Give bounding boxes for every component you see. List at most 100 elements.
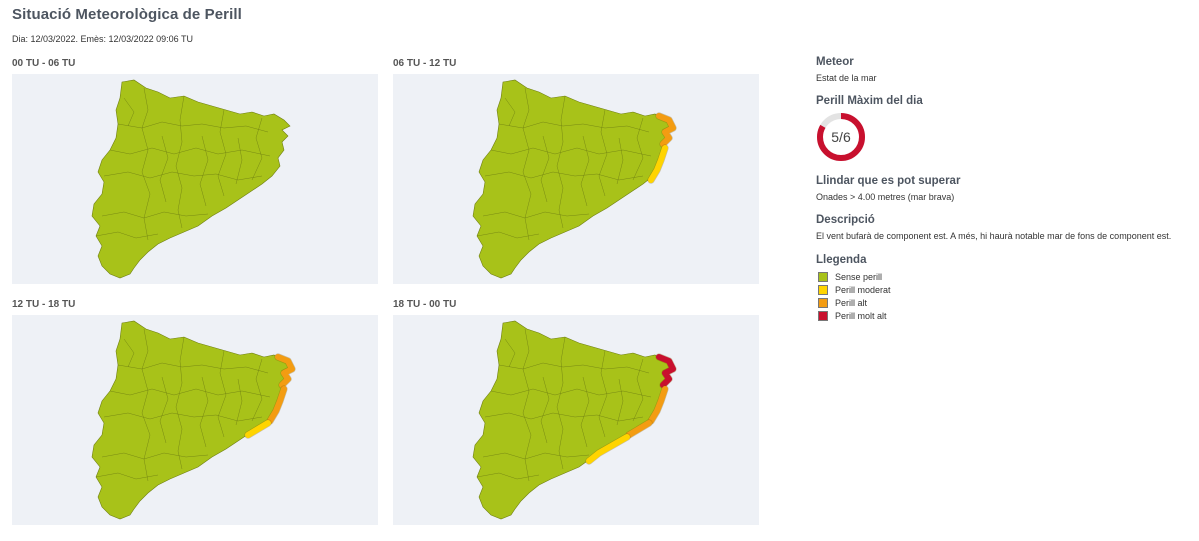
comarca-border-line [123, 97, 135, 127]
coast-warning-mid-coast[interactable] [648, 145, 668, 183]
comarca-border-line [141, 328, 151, 482]
coast-warning-low-coast[interactable] [626, 420, 652, 438]
comarca-border-line [117, 121, 269, 133]
description-value: El vent bufarà de component est. A més, … [816, 231, 1172, 241]
map-label-4: 18 TU - 00 TU [393, 299, 457, 310]
coast-warning-low-coast[interactable] [245, 420, 271, 438]
comarca-border-line [95, 231, 159, 239]
map-panel-1[interactable] [12, 74, 378, 284]
comarca-border-line [159, 135, 169, 203]
comarca-borders [476, 87, 652, 241]
description-heading: Descripció [816, 214, 875, 226]
legend-label: Perill moderat [835, 284, 891, 295]
map-panel-2[interactable] [393, 74, 759, 284]
page-title: Situació Meteorològica de Perill [12, 6, 242, 23]
info-sidebar: Meteor Estat de la mar Perill Màxim del … [816, 56, 1191, 322]
legend-swatch [818, 271, 828, 282]
comarca-border-line [484, 171, 644, 181]
map-label-1: 00 TU - 06 TU [12, 58, 76, 69]
comarca-border-line [199, 135, 209, 207]
comarca-border-line [95, 472, 159, 480]
comarca-border-line [175, 336, 185, 470]
legend-list: Sense perill Perill moderat Perill alt P… [816, 270, 1191, 322]
legend-swatch [818, 310, 828, 321]
comarca-border-line [484, 412, 644, 422]
legend-swatch [818, 297, 828, 308]
max-danger-value: 5/6 [831, 129, 851, 145]
comarca-border-line [598, 350, 608, 438]
comarca-border-line [109, 388, 271, 398]
legend-item-perill-alt: Perill alt [816, 296, 1191, 309]
comarca-border-line [159, 376, 169, 444]
threshold-value: Onades > 4.00 metres (mar brava) [816, 192, 955, 202]
comarca-border-line [598, 109, 608, 197]
gauge-ring-icon [817, 113, 865, 161]
legend-label: Sense perill [835, 271, 883, 282]
comarca-border-line [476, 472, 540, 480]
legend-item-sense-perill: Sense perill [816, 270, 1191, 283]
region-area[interactable] [91, 320, 291, 520]
comarca-border-line [616, 378, 624, 426]
comarca-border-line [482, 452, 590, 460]
map-label-2: 06 TU - 12 TU [393, 58, 457, 69]
issue-date-line: Dia: 12/03/2022. Emès: 12/03/2022 09:06 … [12, 34, 193, 44]
comarca-border-line [217, 350, 227, 438]
comarca-border-line [522, 328, 532, 482]
comarca-border-line [101, 211, 209, 219]
comarca-borders [95, 328, 271, 482]
comarca-borders [95, 87, 271, 241]
region-area[interactable] [472, 320, 672, 520]
catalonia-map-svg [472, 320, 677, 520]
comarca-border-line [540, 135, 550, 203]
legend-label: Perill molt alt [835, 310, 887, 321]
comarca-border-line [498, 121, 650, 133]
map-panel-4[interactable] [393, 315, 759, 525]
comarca-border-line [141, 87, 151, 241]
map-panel-3[interactable] [12, 315, 378, 525]
comarca-border-line [109, 147, 271, 157]
comarca-border-line [235, 137, 243, 185]
region-area[interactable] [472, 79, 672, 279]
coast-warning-south-coast[interactable] [586, 434, 630, 464]
legend-item-perill-molt-alt: Perill molt alt [816, 309, 1191, 322]
comarca-border-line [556, 336, 566, 470]
catalonia-map-svg [472, 79, 677, 279]
map-label-3: 12 TU - 18 TU [12, 299, 76, 310]
region-area[interactable] [91, 79, 291, 279]
coast-warning-north-coast[interactable] [656, 113, 676, 147]
comarca-border-line [123, 338, 135, 368]
coast-warning-north-coast[interactable] [275, 354, 295, 388]
threshold-heading: Llindar que es pot superar [816, 175, 961, 187]
comarca-border-line [632, 117, 644, 181]
comarca-border-line [490, 147, 652, 157]
legend-heading: Llegenda [816, 254, 867, 266]
comarca-border-line [103, 412, 263, 422]
meteor-heading: Meteor [816, 56, 854, 68]
meteor-value: Estat de la mar [816, 73, 877, 83]
legend-swatch [818, 284, 828, 295]
comarca-border-line [504, 97, 516, 127]
comarca-border-line [540, 376, 550, 444]
comarca-border-line [103, 171, 263, 181]
comarca-border-line [580, 376, 590, 448]
comarca-border-line [251, 358, 263, 422]
comarca-border-line [199, 376, 209, 448]
comarca-border-line [251, 117, 263, 181]
comarca-border-line [235, 378, 243, 426]
comarca-border-line [476, 231, 540, 239]
max-danger-gauge: 5/6 [816, 112, 866, 162]
comarca-border-line [490, 388, 652, 398]
legend-label: Perill alt [835, 297, 868, 308]
comarca-border-line [556, 95, 566, 229]
coast-warning-mid-coast[interactable] [267, 386, 287, 424]
catalonia-map-svg [91, 79, 291, 279]
coast-warning-north-coast[interactable] [656, 354, 676, 388]
coast-warning-mid-coast[interactable] [648, 386, 668, 424]
comarca-border-line [616, 137, 624, 185]
max-danger-heading: Perill Màxim del dia [816, 95, 923, 107]
comarca-border-line [217, 109, 227, 197]
comarca-borders [476, 328, 652, 482]
comarca-border-line [632, 358, 644, 422]
comarca-border-line [580, 135, 590, 207]
comarca-border-line [482, 211, 590, 219]
